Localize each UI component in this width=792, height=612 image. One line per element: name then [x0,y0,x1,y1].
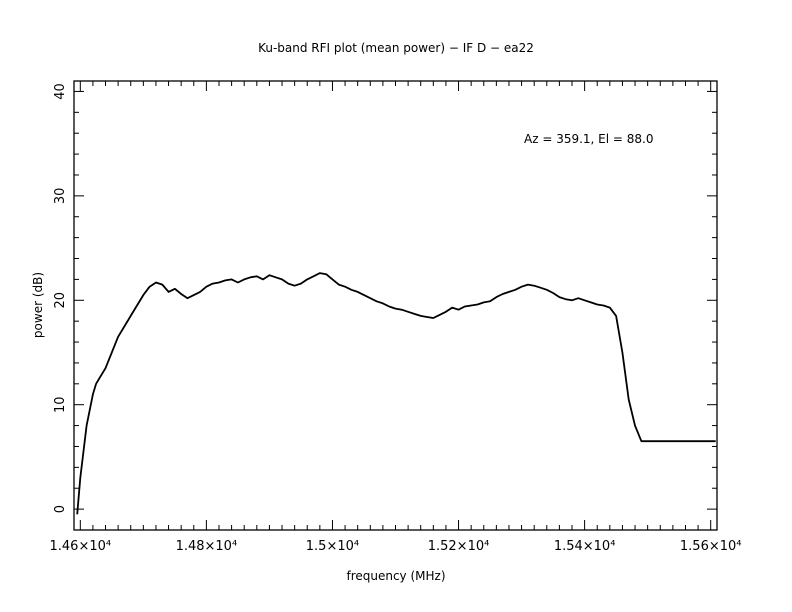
tick-labels: 1.46×10⁴ 1.48×10⁴ 1.5×10⁴ 1.52×10⁴ 1.54×10⁴ 1… [50,83,742,554]
axis-ticks [74,81,717,530]
y-tick-label: 10 [53,396,68,413]
x-tick-label: 1.54×10⁴ [554,539,616,554]
x-tick-label: 1.48×10⁴ [176,539,238,554]
y-tick-label: 40 [53,83,68,100]
y-tick-label: 0 [53,505,68,513]
plot-frame [73,80,718,531]
y-tick-label: 20 [53,292,68,309]
x-axis-label: frequency (MHz) [346,569,445,583]
y-axis-label: power (dB) [31,272,45,338]
power-series-line [76,272,716,515]
x-tick-label: 1.5×10⁴ [306,539,359,554]
y-tick-label: 30 [53,188,68,205]
x-tick-label: 1.56×10⁴ [680,539,742,554]
pointing-annotation: Az = 359.1, El = 88.0 [524,132,654,146]
x-tick-label: 1.46×10⁴ [50,539,112,554]
x-tick-label: 1.52×10⁴ [428,539,490,554]
chart-title: Ku-band RFI plot (mean power) − IF D − e… [258,41,534,55]
